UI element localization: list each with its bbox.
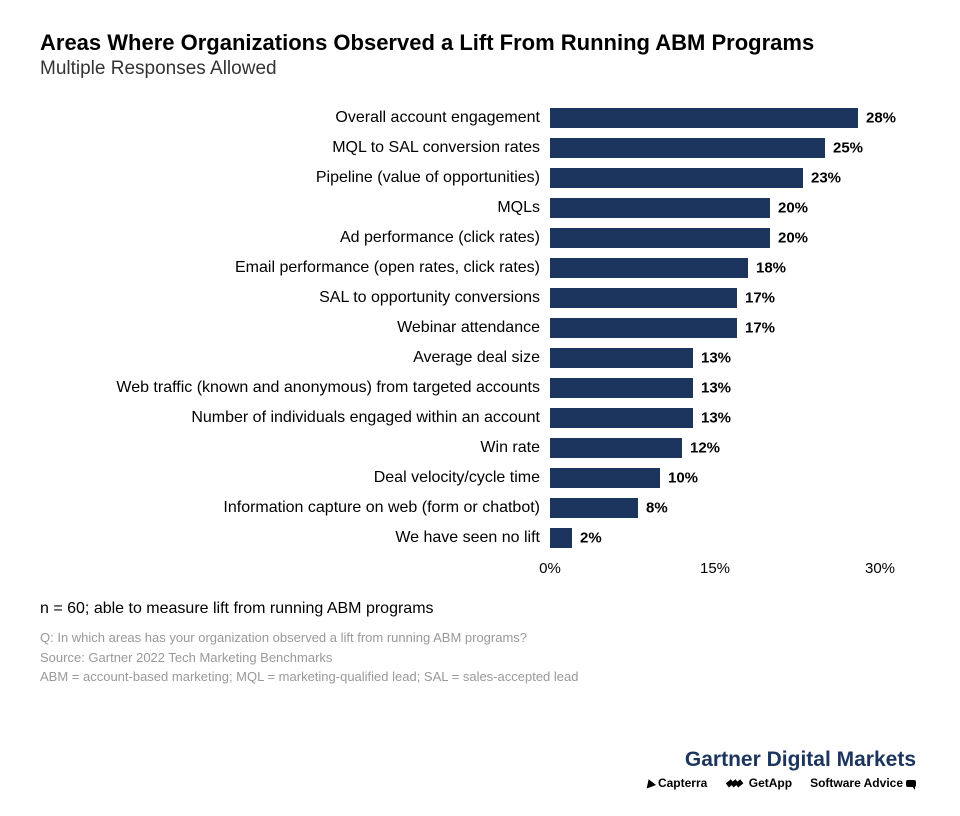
chart-subtitle: Multiple Responses Allowed	[40, 58, 920, 80]
x-axis: 0% 15% 30%	[40, 560, 920, 580]
bar-row: SAL to opportunity conversions 17%	[40, 284, 920, 312]
bar-row: Web traffic (known and anonymous) from t…	[40, 374, 920, 402]
bar-label: We have seen no lift	[40, 529, 550, 547]
bar-value: 13%	[701, 350, 731, 367]
softwareadvice-logo: Software Advice	[810, 776, 916, 790]
bar-fill	[550, 138, 825, 158]
bar-label: SAL to opportunity conversions	[40, 289, 550, 307]
bar-value: 20%	[778, 200, 808, 217]
bar-label: Deal velocity/cycle time	[40, 469, 550, 487]
bar-row: Ad performance (click rates) 20%	[40, 224, 920, 252]
bar-row: MQLs 20%	[40, 194, 920, 222]
arrow-icon	[644, 778, 656, 789]
bar-row: MQL to SAL conversion rates 25%	[40, 134, 920, 162]
axis-tick: 15%	[700, 560, 730, 577]
bar-row: Deal velocity/cycle time 10%	[40, 464, 920, 492]
bar-fill	[550, 408, 693, 428]
bar-track: 18%	[550, 258, 880, 278]
footer-brand: Gartner Digital Markets	[645, 748, 916, 772]
bar-row: Webinar attendance 17%	[40, 314, 920, 342]
bar-value: 28%	[866, 110, 896, 127]
bar-chart: Overall account engagement28%MQL to SAL …	[40, 104, 920, 552]
question-note: Q: In which areas has your organization …	[40, 628, 920, 648]
bar-track: 8%	[550, 498, 880, 518]
bar-fill	[550, 108, 858, 128]
bar-value: 17%	[745, 320, 775, 337]
definitions-note: ABM = account-based marketing; MQL = mar…	[40, 667, 920, 687]
bar-track: 12%	[550, 438, 880, 458]
sample-size-note: n = 60; able to measure lift from runnin…	[40, 600, 920, 618]
speech-bubble-icon	[906, 780, 916, 787]
chart-title: Areas Where Organizations Observed a Lif…	[40, 30, 920, 56]
bar-label: Email performance (open rates, click rat…	[40, 259, 550, 277]
bar-track: 13%	[550, 378, 880, 398]
bar-value: 8%	[646, 500, 668, 517]
bar-track: 23%	[550, 168, 880, 188]
bar-track: 17%	[550, 288, 880, 308]
bar-label: Web traffic (known and anonymous) from t…	[40, 379, 550, 397]
bar-value: 13%	[701, 380, 731, 397]
bar-fill	[550, 378, 693, 398]
bar-value: 2%	[580, 530, 602, 547]
bar-row: Win rate 12%	[40, 434, 920, 462]
bar-fill	[550, 318, 737, 338]
bar-fill	[550, 288, 737, 308]
bar-row: We have seen no lift 2%	[40, 524, 920, 552]
bar-label: Average deal size	[40, 349, 550, 367]
bar-track: 13%	[550, 348, 880, 368]
bar-fill	[550, 438, 682, 458]
bar-fill	[550, 198, 770, 218]
bar-fill	[550, 168, 803, 188]
bar-track: 20%	[550, 198, 880, 218]
bar-label: Webinar attendance	[40, 319, 550, 337]
bar-label: MQLs	[40, 199, 550, 217]
bar-label: Pipeline (value of opportunities)	[40, 169, 550, 187]
bar-row: Pipeline (value of opportunities) 23%	[40, 164, 920, 192]
bar-track: 25%	[550, 138, 880, 158]
bar-track: 28%	[550, 108, 880, 128]
bar-label: Information capture on web (form or chat…	[40, 499, 550, 517]
footer: Gartner Digital Markets Capterra ◆◆◆ Get…	[645, 748, 916, 790]
axis-tick: 30%	[865, 560, 895, 577]
bar-value: 25%	[833, 140, 863, 157]
bar-fill	[550, 228, 770, 248]
bar-track: 17%	[550, 318, 880, 338]
bar-fill	[550, 348, 693, 368]
bar-value: 12%	[690, 440, 720, 457]
capterra-logo: Capterra	[645, 776, 707, 790]
bar-row: Email performance (open rates, click rat…	[40, 254, 920, 282]
bar-label: Overall account engagement	[40, 109, 550, 127]
bar-track: 10%	[550, 468, 880, 488]
bar-row: Average deal size 13%	[40, 344, 920, 372]
bar-label: Ad performance (click rates)	[40, 229, 550, 247]
bar-fill	[550, 498, 638, 518]
footer-subbrands: Capterra ◆◆◆ GetApp Software Advice	[645, 776, 916, 790]
bar-fill	[550, 258, 748, 278]
getapp-logo: ◆◆◆ GetApp	[725, 776, 792, 790]
bar-value: 18%	[756, 260, 786, 277]
diamond-icon: ◆◆◆	[725, 778, 739, 789]
bar-row: Overall account engagement28%	[40, 104, 920, 132]
bar-label: Win rate	[40, 439, 550, 457]
bar-row: Information capture on web (form or chat…	[40, 494, 920, 522]
axis-tick: 0%	[539, 560, 561, 577]
bar-value: 23%	[811, 170, 841, 187]
bar-track: 20%	[550, 228, 880, 248]
bar-track: 2%	[550, 528, 880, 548]
footnotes: n = 60; able to measure lift from runnin…	[40, 600, 920, 687]
source-note: Source: Gartner 2022 Tech Marketing Benc…	[40, 648, 920, 668]
bar-row: Number of individuals engaged within an …	[40, 404, 920, 432]
bar-fill	[550, 468, 660, 488]
bar-value: 10%	[668, 470, 698, 487]
bar-value: 20%	[778, 230, 808, 247]
bar-label: Number of individuals engaged within an …	[40, 409, 550, 427]
bar-track: 13%	[550, 408, 880, 428]
bar-value: 13%	[701, 410, 731, 427]
bar-value: 17%	[745, 290, 775, 307]
bar-fill	[550, 528, 572, 548]
bar-label: MQL to SAL conversion rates	[40, 139, 550, 157]
